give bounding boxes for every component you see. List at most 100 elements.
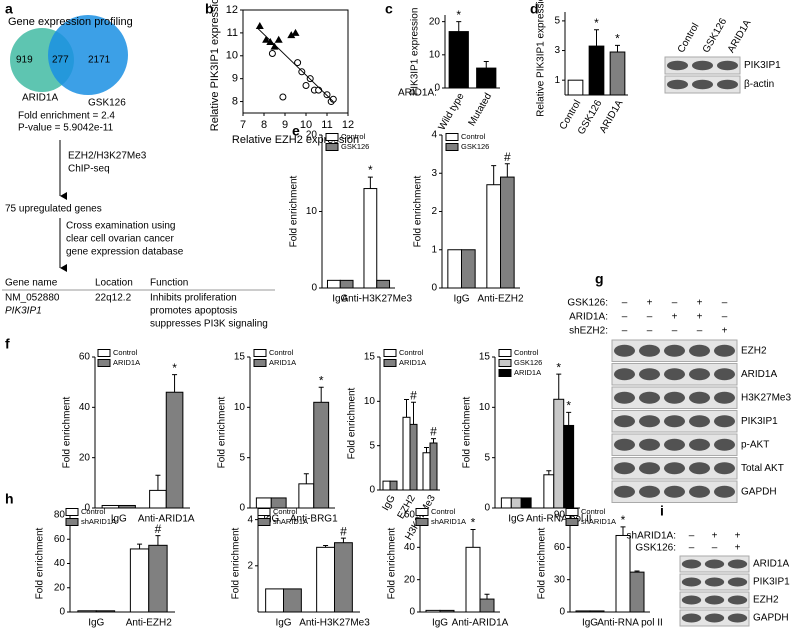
legend-swatch: [415, 508, 429, 516]
legend-label: Control: [399, 348, 424, 357]
legend-label: shARID1A: [81, 517, 116, 526]
legend-swatch: [325, 133, 339, 141]
bar: [334, 542, 353, 613]
blot-band: [667, 60, 688, 71]
lane-label: ARID1A: [726, 18, 754, 55]
panel-letter: i: [660, 503, 664, 519]
bar: [270, 497, 287, 509]
blot-band: [639, 368, 660, 381]
legend-label: Control: [273, 507, 298, 516]
y-tick-label: 10: [364, 396, 376, 407]
significance: *: [594, 16, 599, 30]
blot-band: [681, 613, 702, 623]
condition-sign: –: [647, 312, 653, 323]
blot-band: [681, 559, 702, 569]
panel-letter: c: [385, 1, 393, 17]
error-bar: [155, 535, 161, 546]
bar: [510, 497, 522, 509]
condition-sign: +: [697, 312, 703, 323]
y-tick-label: 80: [54, 510, 66, 521]
legend-label: shARID1A: [581, 517, 616, 526]
blot-label: β-actin: [744, 79, 774, 90]
y-tick-label: 5: [369, 440, 375, 451]
bar: [543, 474, 555, 509]
error-bar: [404, 399, 409, 418]
note: P-value = 5.9042e-11: [18, 123, 114, 134]
bar: [447, 249, 463, 289]
error-bar: [303, 473, 309, 484]
y-tick-label: 9: [232, 73, 238, 85]
y-axis-label: Relative PIK3IP1 expression: [209, 0, 221, 131]
blot-band: [704, 559, 725, 569]
x-tick-label: Wild type: [437, 91, 467, 132]
error-bar: [456, 21, 462, 32]
bar: [118, 504, 136, 509]
condition-label: shEZH2:: [569, 326, 608, 337]
y-axis-label: Fold enrichment: [462, 396, 473, 468]
y-tick-label: 1: [554, 75, 560, 86]
point: [294, 59, 302, 67]
error-bar: [424, 446, 429, 453]
point: [255, 22, 264, 30]
x-tick-label: 11: [321, 119, 332, 131]
table-header: Gene name: [5, 278, 58, 289]
bar: [265, 588, 284, 613]
x-tick-label: IgG: [263, 514, 279, 525]
step: gene expression database: [66, 247, 184, 258]
y-axis-label: Fold enrichment: [347, 387, 358, 459]
table-cell: 22q12.2: [95, 293, 132, 304]
blot-label: EZH2: [753, 595, 779, 606]
condition-sign: –: [697, 326, 703, 337]
y-tick-label: 20: [429, 16, 441, 27]
panel-letter: d: [530, 1, 539, 17]
y-tick-label: 0: [239, 503, 245, 514]
legend-swatch: [565, 518, 579, 526]
significance: #: [155, 522, 162, 536]
blot-band: [704, 613, 725, 623]
bar: [476, 67, 497, 89]
error-bar: [546, 470, 552, 475]
bar: [382, 480, 391, 491]
blot-label: Total AKT: [741, 463, 784, 474]
condition-sign: –: [689, 531, 695, 542]
legend-swatch: [253, 349, 267, 357]
y-axis-label: Fold enrichment: [217, 396, 228, 468]
blot-band: [714, 344, 735, 357]
blot-band: [714, 415, 735, 428]
blot-band: [639, 462, 660, 475]
x-tick-label: 10: [300, 119, 312, 131]
y-tick-label: 40: [404, 542, 416, 553]
bar: [479, 598, 495, 613]
y-tick-label: 15: [234, 352, 246, 363]
y-tick-label: 40: [54, 558, 66, 569]
y-tick-label: 60: [54, 534, 66, 545]
significance: #: [410, 388, 417, 402]
condition-sign: –: [672, 298, 678, 309]
error-bar: [484, 593, 490, 600]
bar: [429, 442, 438, 491]
y-tick-label: 20: [54, 582, 66, 593]
point: [302, 82, 310, 90]
bar: [422, 452, 431, 491]
legend-label: ARID1A: [269, 358, 296, 367]
legend-label: ARID1A: [514, 368, 541, 377]
bar: [588, 45, 605, 96]
legend-swatch: [565, 508, 579, 516]
condition-sign: –: [647, 326, 653, 337]
legend-label: Control: [341, 132, 366, 141]
blot-band: [714, 485, 735, 498]
blot-label: H3K27Me3: [741, 392, 791, 403]
point: [323, 91, 331, 99]
bar: [520, 497, 532, 509]
y-axis-label: Fold enrichment: [289, 175, 300, 247]
condition-sign: –: [712, 543, 718, 554]
blot-label: ARID1A: [741, 369, 777, 380]
legend-swatch: [65, 508, 79, 516]
y-tick-label: 3: [431, 168, 437, 179]
y-tick-label: 60: [554, 542, 566, 553]
bar: [165, 391, 184, 509]
x-tick-label: IgG: [332, 294, 348, 305]
y-axis-label: Fold enrichment: [537, 527, 548, 599]
venn-count: 919: [16, 55, 33, 66]
blot-band: [667, 79, 688, 90]
